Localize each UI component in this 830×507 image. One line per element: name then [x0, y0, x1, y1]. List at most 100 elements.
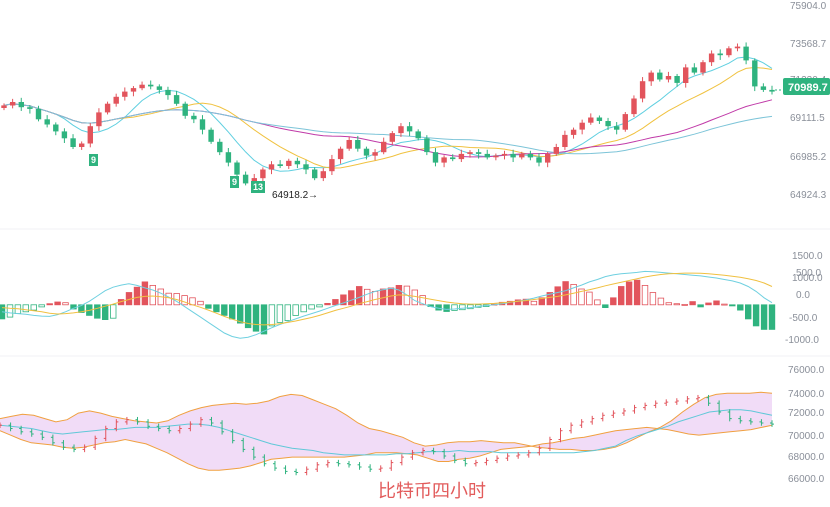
candle-body — [484, 153, 490, 158]
macd-histogram-bar — [221, 304, 228, 316]
macd-histogram-bar — [355, 286, 363, 306]
candle-body — [320, 171, 326, 179]
macd-histogram-bar — [181, 295, 188, 306]
candle-body — [355, 140, 361, 149]
macd-histogram-bar — [340, 294, 347, 306]
candle-body — [1, 105, 7, 108]
seq-marker-badge — [251, 181, 265, 193]
candle-body — [389, 133, 395, 142]
macd-histogram-bar — [530, 300, 538, 306]
macd-histogram-bar — [38, 304, 45, 308]
seq-marker-badge — [230, 176, 239, 188]
ma-fast-line — [3, 56, 773, 172]
macd-histogram-bar — [316, 304, 323, 308]
candle-body — [312, 169, 318, 179]
macd-tick-label: 0.0 — [796, 290, 810, 301]
macd-histogram-bar — [197, 300, 204, 306]
candle-body — [277, 164, 283, 166]
candle-body — [622, 114, 628, 130]
macd-histogram-bar — [649, 292, 657, 306]
candle-body — [691, 67, 698, 73]
macd-histogram-bar — [729, 304, 736, 307]
macd-histogram-bar — [681, 303, 688, 306]
macd-histogram-bar — [602, 304, 609, 308]
macd-histogram-bar — [62, 302, 69, 306]
candle-body — [406, 126, 413, 132]
candle-body — [148, 84, 154, 87]
macd-histogram-bar — [78, 304, 85, 313]
candle-body — [657, 72, 663, 80]
boll-tick-label: 76000.0 — [788, 365, 825, 376]
macd-histogram-bar — [514, 299, 522, 306]
macd-histogram-bar — [713, 300, 720, 306]
macd-histogram-bar — [419, 295, 426, 306]
macd-histogram-bar — [522, 298, 530, 306]
macd-histogram-bar — [570, 283, 577, 306]
macd-histogram-bar — [443, 304, 450, 312]
macd-histogram-bar — [332, 299, 339, 306]
candle-body — [501, 153, 508, 156]
bollinger-mid-line — [0, 409, 773, 456]
bollinger-lower-line — [0, 424, 773, 471]
price-tick-label: 75904.0 — [790, 1, 827, 12]
macd-histogram-bar — [768, 304, 776, 330]
macd-histogram-bar — [760, 304, 768, 330]
candle-body — [173, 95, 180, 104]
macd-histogram-bar — [459, 304, 466, 311]
candle-body — [191, 115, 197, 120]
candle-body — [363, 148, 370, 156]
ma-slow-line — [3, 99, 773, 158]
macd-histogram-bar — [752, 304, 760, 327]
seq-marker-text: 9 — [232, 177, 237, 187]
macd-histogram-bar — [260, 304, 268, 335]
macd-histogram-bar — [102, 304, 109, 320]
macd-histogram-bar — [673, 303, 680, 306]
price-tick-label: 73568.7 — [790, 39, 827, 50]
macd-histogram-bar — [451, 304, 458, 311]
candle-body — [432, 152, 439, 163]
candle-body — [769, 89, 775, 92]
candle-body — [519, 153, 525, 158]
price-tick-label: 64924.3 — [790, 190, 827, 201]
macd-histogram-bar — [236, 304, 244, 324]
macd-histogram-bar — [300, 304, 307, 313]
bollinger-band-fill — [0, 392, 772, 471]
candle-body — [631, 98, 637, 115]
candle-body — [208, 129, 214, 142]
candle-body — [70, 138, 76, 147]
price-tick-label: 69111.5 — [790, 113, 825, 124]
candle-body — [639, 81, 646, 99]
macd-histogram-bar — [546, 292, 553, 306]
macd-tick-label: 500.0 — [796, 268, 821, 279]
candle-body — [182, 103, 188, 116]
macd-histogram-bar — [133, 286, 141, 306]
seq-marker-badge — [89, 154, 98, 166]
candle-body — [260, 169, 266, 179]
macd-histogram-bar — [165, 292, 172, 306]
ma-long-line — [3, 103, 773, 155]
macd-histogram-bar — [324, 302, 331, 306]
candle-body — [96, 112, 102, 127]
macd-panel — [0, 270, 776, 339]
macd-histogram-bar — [363, 288, 371, 306]
candle-body — [381, 141, 387, 153]
candle-body — [493, 155, 499, 158]
candle-body — [708, 53, 715, 63]
macd-histogram-bar — [94, 304, 101, 319]
candle-body — [510, 153, 516, 158]
macd-histogram-bar — [618, 286, 625, 306]
candle-body — [139, 84, 145, 89]
macd-histogram-bar — [30, 304, 37, 311]
candle-body — [44, 119, 50, 125]
candle-body — [130, 88, 137, 92]
macd-histogram-bar — [610, 297, 617, 306]
macd-histogram-bar — [665, 302, 672, 306]
price-panel — [1, 42, 783, 187]
candle-body — [346, 140, 352, 149]
candle-body — [294, 160, 301, 165]
macd-histogram-bar — [697, 304, 704, 308]
candle-body — [614, 126, 620, 130]
candle-body — [605, 121, 611, 127]
macd-histogram-bar — [578, 288, 585, 306]
